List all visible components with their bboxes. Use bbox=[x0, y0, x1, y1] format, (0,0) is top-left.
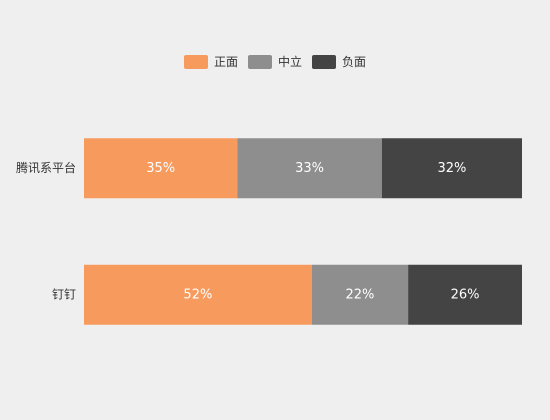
bar-segment bbox=[237, 138, 382, 199]
value-label: 26% bbox=[451, 287, 480, 302]
value-label: 32% bbox=[437, 161, 466, 176]
bar-segment bbox=[381, 138, 522, 199]
category-label: 钉钉 bbox=[52, 287, 76, 301]
category-label: 腾讯系平台 bbox=[16, 160, 76, 175]
value-label: 22% bbox=[345, 287, 374, 302]
legend-label[interactable]: 负面 bbox=[342, 55, 366, 69]
value-label: 52% bbox=[183, 287, 212, 302]
bar-segment bbox=[84, 138, 238, 199]
legend-swatch[interactable] bbox=[184, 55, 208, 69]
bar-segment bbox=[408, 264, 522, 325]
legend-label[interactable]: 正面 bbox=[214, 55, 238, 69]
legend-swatch[interactable] bbox=[248, 55, 272, 69]
legend-label[interactable]: 中立 bbox=[278, 54, 302, 69]
legend-swatch[interactable] bbox=[312, 55, 336, 69]
value-label: 33% bbox=[295, 161, 324, 176]
value-label: 35% bbox=[146, 161, 175, 176]
bar-segment bbox=[84, 264, 312, 325]
bar-segment bbox=[311, 264, 409, 325]
